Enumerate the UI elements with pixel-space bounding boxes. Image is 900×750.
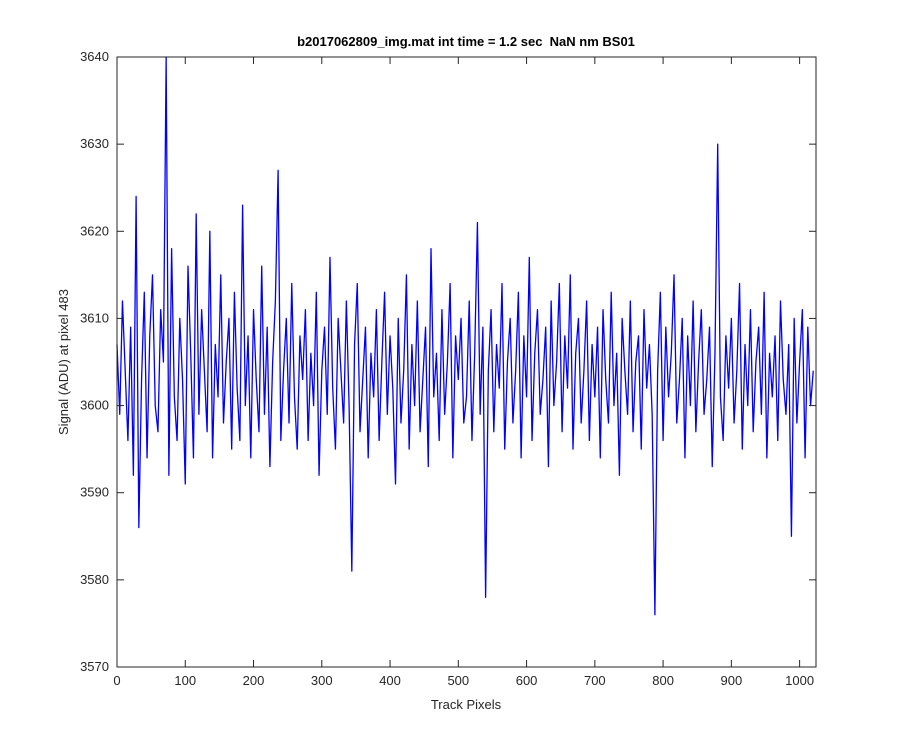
- y-tick-label: 3620: [80, 223, 109, 238]
- y-tick-label: 3580: [80, 572, 109, 587]
- y-tick-label: 3590: [80, 485, 109, 500]
- y-tick-label: 3610: [80, 310, 109, 325]
- x-tick-label: 100: [174, 673, 196, 688]
- x-tick-label: 800: [652, 673, 674, 688]
- chart-title: b2017062809_img.mat int time = 1.2 sec N…: [297, 34, 635, 49]
- x-tick-label: 1000: [785, 673, 814, 688]
- x-tick-label: 500: [447, 673, 469, 688]
- x-tick-label: 900: [721, 673, 743, 688]
- y-tick-label: 3640: [80, 49, 109, 64]
- axes-box: [116, 56, 817, 668]
- y-tick-label: 3630: [80, 136, 109, 151]
- y-axis-label: Signal (ADU) at pixel 483: [56, 289, 71, 435]
- data-line: [116, 56, 814, 616]
- x-tick-label: 0: [113, 673, 120, 688]
- plot-area: 0 100 200 300 400 500 600 700 800 900 1000 3570 3580…: [80, 49, 817, 688]
- x-tick-label: 600: [516, 673, 538, 688]
- x-tick-label: 300: [311, 673, 333, 688]
- x-tick-label: 200: [243, 673, 265, 688]
- x-tick-label: 700: [584, 673, 606, 688]
- y-tick-label: 3570: [80, 659, 109, 674]
- x-axis-label: Track Pixels: [431, 697, 502, 712]
- x-tick-label: 400: [379, 673, 401, 688]
- y-tick-label: 3600: [80, 398, 109, 413]
